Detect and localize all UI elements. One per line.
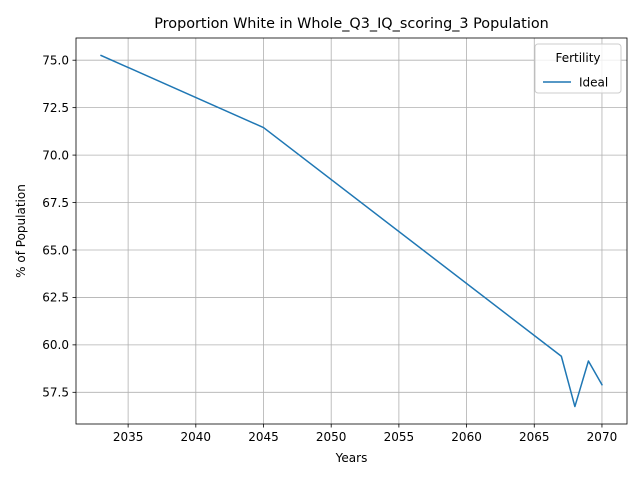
x-tick-label: 2035	[113, 430, 144, 444]
y-tick-label: 62.5	[42, 291, 69, 305]
legend: Fertility Ideal	[534, 43, 622, 94]
y-tick-label: 67.5	[42, 196, 69, 210]
legend-entries: Ideal	[543, 75, 608, 89]
x-tick-label: 2060	[451, 430, 482, 444]
legend-title: Fertility	[555, 51, 600, 65]
x-tick-label: 2050	[316, 430, 347, 444]
x-tick-label: 2045	[248, 430, 279, 444]
plot-frame	[75, 37, 628, 425]
y-axis-label: % of Population	[14, 184, 28, 278]
x-tick-label: 2065	[519, 430, 550, 444]
y-tick-label: 60.0	[42, 338, 69, 352]
x-tick-label: 2040	[181, 430, 212, 444]
y-tick-label: 72.5	[42, 101, 69, 115]
y-tick-label: 65.0	[42, 243, 69, 257]
y-tick-label: 57.5	[42, 386, 69, 400]
legend-label: Ideal	[579, 75, 608, 89]
legend-box	[534, 43, 622, 94]
series-lines	[100, 54, 603, 408]
x-tick-label: 2055	[384, 430, 415, 444]
y-tick-label: 75.0	[42, 54, 69, 68]
series-line	[100, 54, 603, 408]
y-tick-label: 70.0	[42, 148, 69, 162]
ticks: 2035 2040 2045 2050 2055 2060 2065 2070 57.5 60.0…	[42, 54, 617, 444]
x-tick-label: 2070	[587, 430, 618, 444]
grid	[76, 38, 627, 424]
chart-title: Proportion White in Whole_Q3_IQ_scoring_…	[154, 16, 549, 32]
x-axis-label: Years	[335, 451, 368, 465]
